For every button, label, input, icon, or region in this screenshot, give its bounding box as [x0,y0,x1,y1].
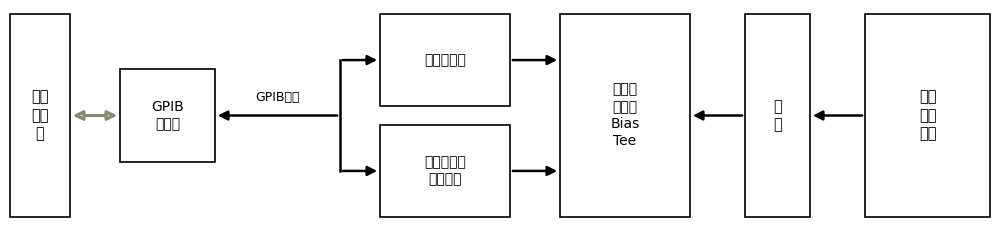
Text: GPIB总线: GPIB总线 [255,91,300,104]
Bar [380,14,510,106]
Text: 高速脉冲信
号发生器: 高速脉冲信 号发生器 [424,155,466,187]
Text: GPIB
控制卡: GPIB 控制卡 [151,100,184,131]
Text: 主控
计算
机: 主控 计算 机 [31,89,49,142]
Bar [745,14,810,217]
Text: 探
针: 探 针 [773,99,782,132]
Text: 相变
存储
单元: 相变 存储 单元 [919,89,936,142]
Text: 数字信号源: 数字信号源 [424,53,466,67]
Bar [380,125,510,217]
Bar [865,14,990,217]
Bar [120,69,215,162]
Bar [560,14,690,217]
Text: 转换连
接部件
Bias
Tee: 转换连 接部件 Bias Tee [610,82,640,149]
Bar [10,14,70,217]
